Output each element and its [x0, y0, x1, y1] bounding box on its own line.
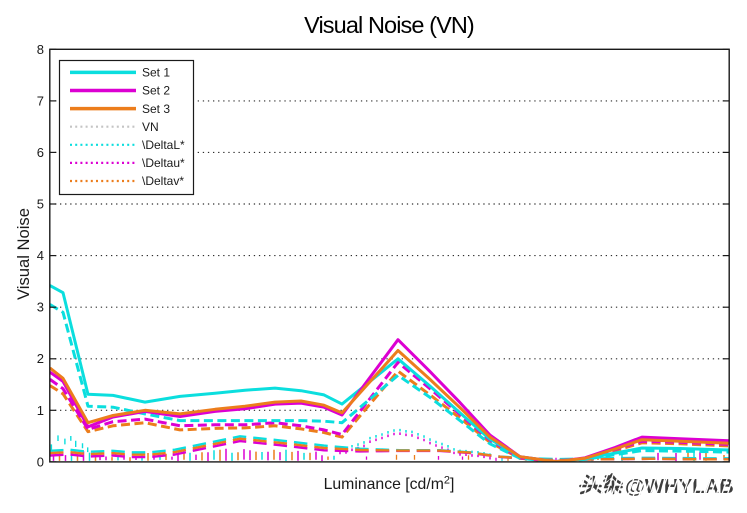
svg-text:6: 6 [37, 145, 44, 160]
svg-text:\Deltau*: \Deltau* [142, 156, 185, 170]
svg-text:8: 8 [37, 42, 44, 57]
svg-text:1: 1 [37, 403, 44, 418]
svg-text:5: 5 [37, 197, 44, 212]
svg-text:Set 2: Set 2 [142, 84, 170, 98]
svg-text:VN: VN [142, 120, 159, 134]
svg-text:\Deltav*: \Deltav* [142, 174, 184, 188]
svg-text:3: 3 [37, 300, 44, 315]
svg-text:2: 2 [37, 351, 44, 366]
svg-text:Set 1: Set 1 [142, 66, 170, 80]
svg-text:Visual Noise (VN): Visual Noise (VN) [304, 12, 474, 38]
svg-text:Set 3: Set 3 [142, 102, 170, 116]
svg-text:0: 0 [37, 454, 44, 469]
svg-text:Luminance [cd/m2]: Luminance [cd/m2] [324, 475, 455, 494]
svg-text:4: 4 [37, 248, 44, 263]
svg-text:\DeltaL*: \DeltaL* [142, 138, 185, 152]
svg-text:7: 7 [37, 93, 44, 108]
svg-text:Visual Noise: Visual Noise [14, 208, 33, 300]
